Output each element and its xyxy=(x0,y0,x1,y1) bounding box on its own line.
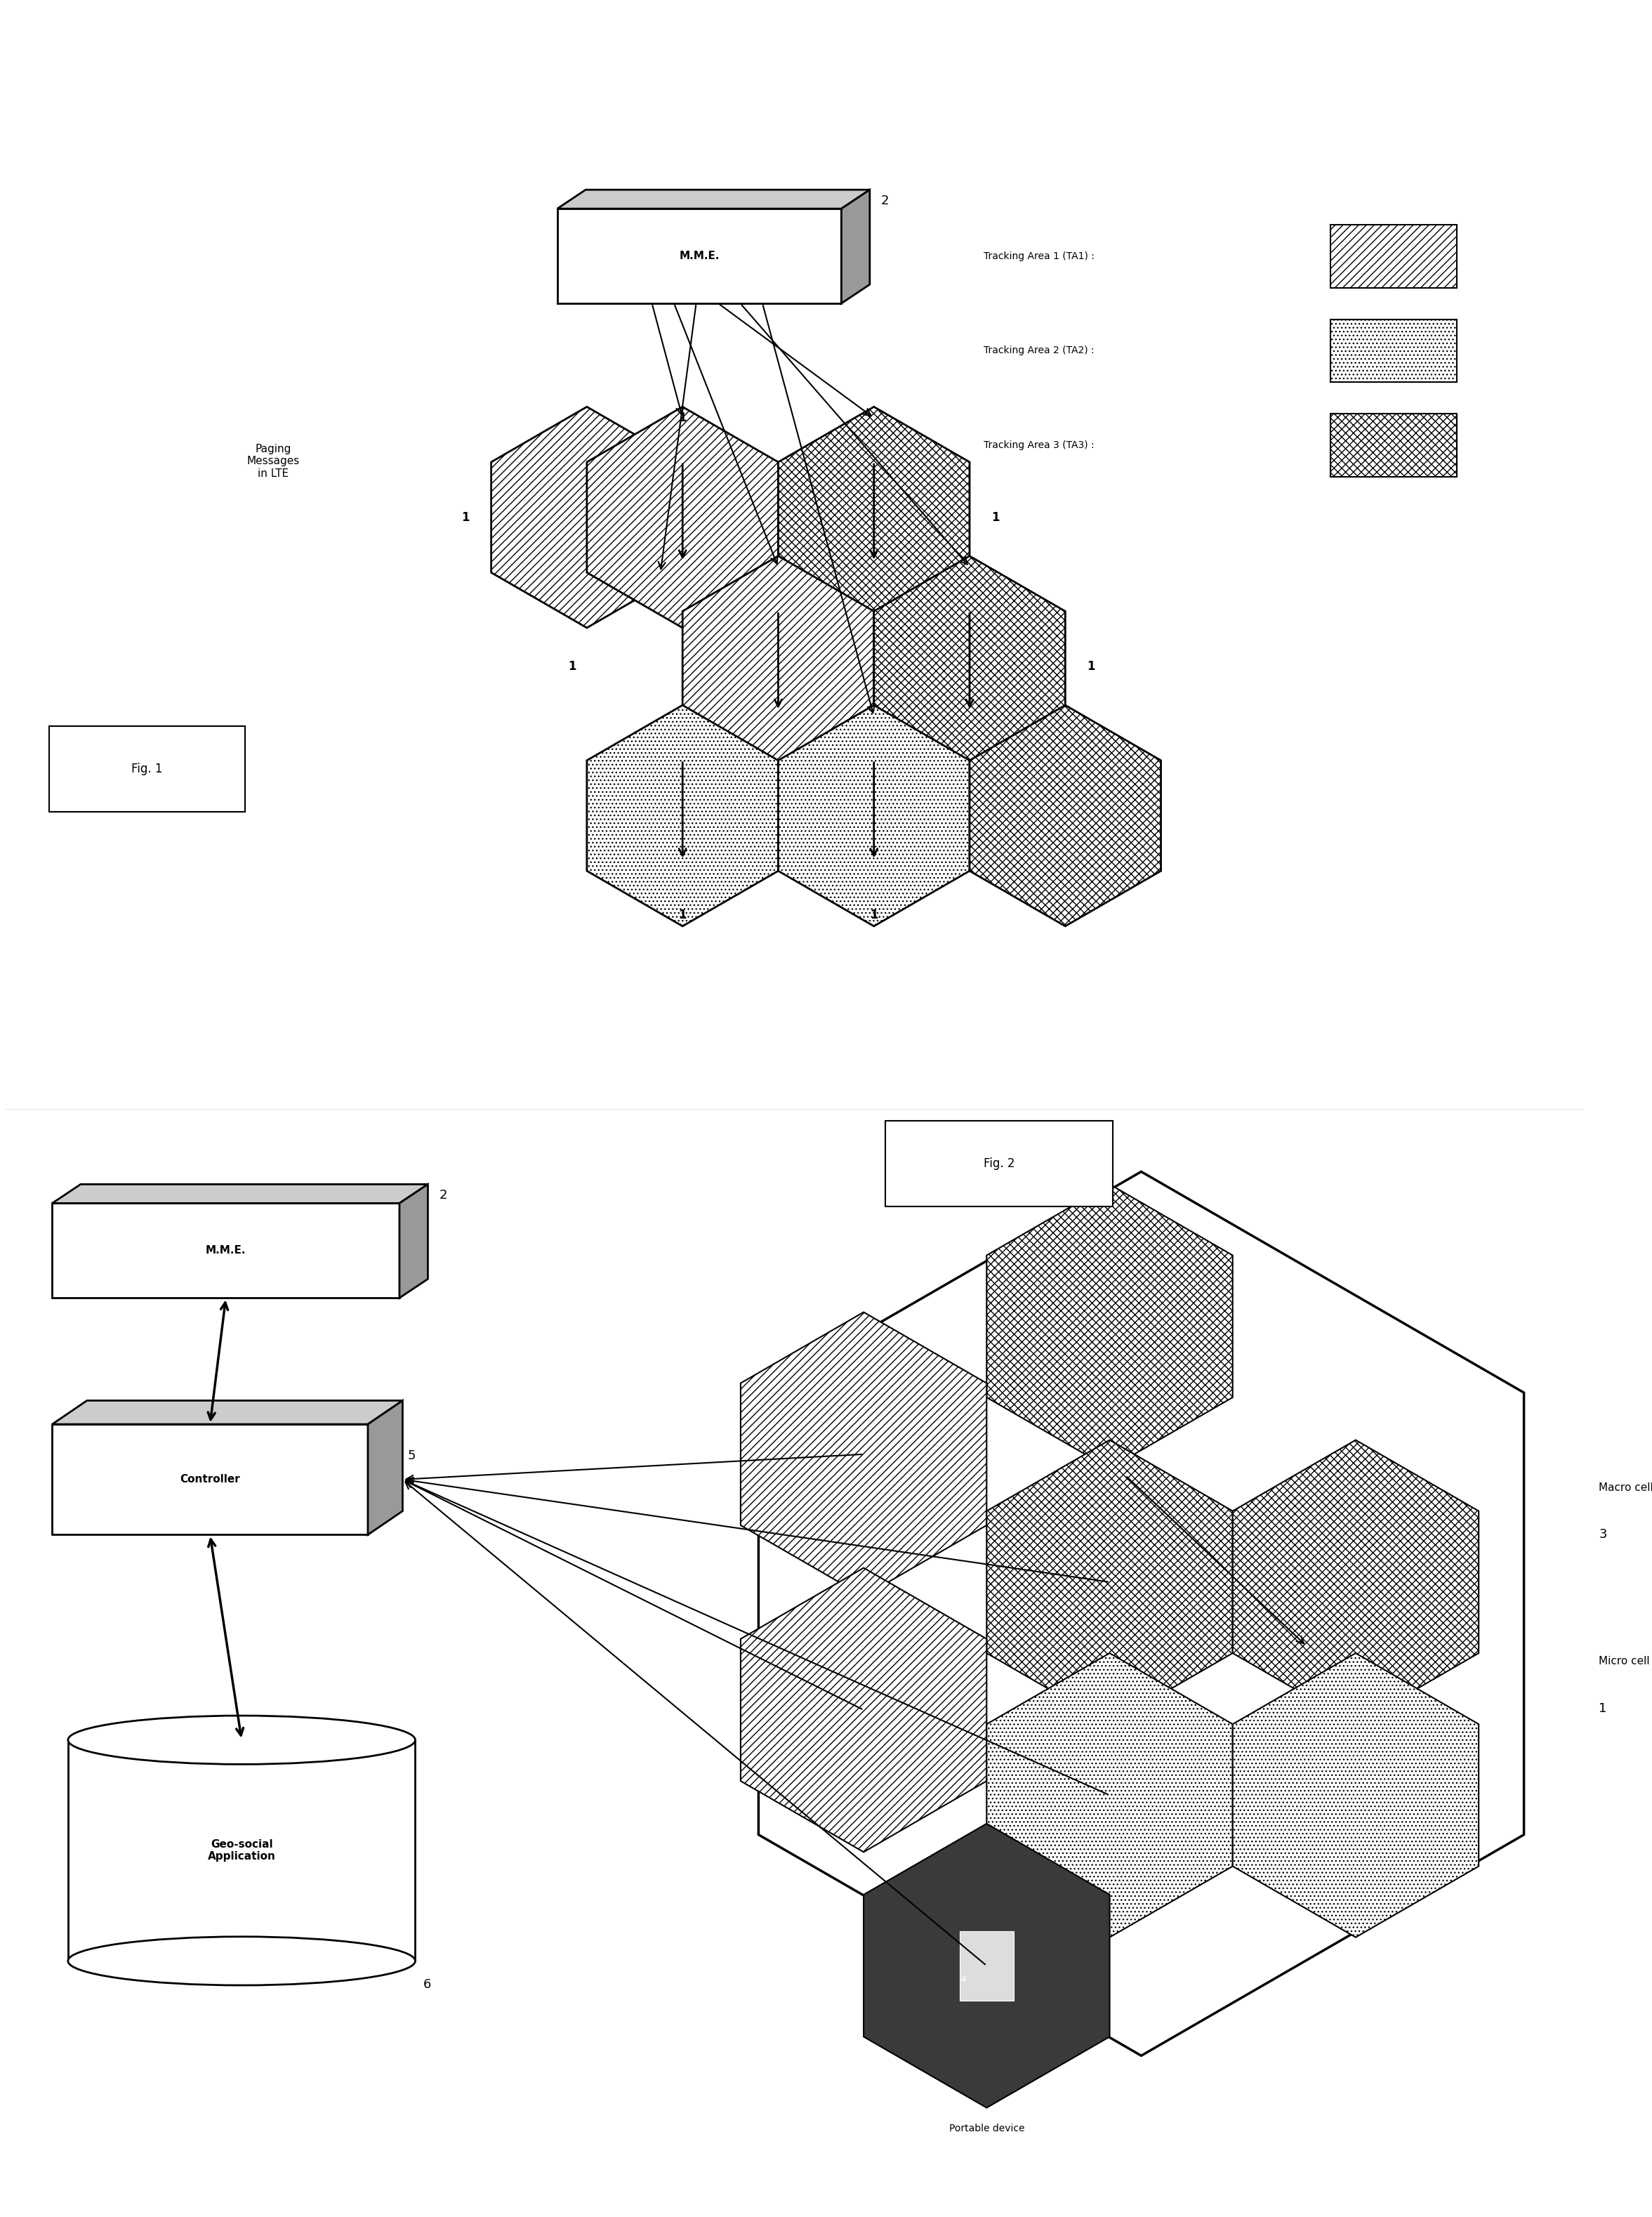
FancyBboxPatch shape xyxy=(50,727,244,811)
Polygon shape xyxy=(986,1441,1232,1725)
Ellipse shape xyxy=(68,1938,415,1984)
Polygon shape xyxy=(53,1204,400,1297)
Text: Paging
Messages
in LTE: Paging Messages in LTE xyxy=(246,443,299,479)
Ellipse shape xyxy=(68,1716,415,1765)
Text: Geo-social
Application: Geo-social Application xyxy=(208,1840,276,1862)
FancyBboxPatch shape xyxy=(1330,224,1457,288)
Text: 1: 1 xyxy=(1087,661,1095,672)
Text: Portable device: Portable device xyxy=(948,2124,1024,2133)
Polygon shape xyxy=(557,208,841,304)
Text: 1: 1 xyxy=(1599,1703,1607,1714)
Polygon shape xyxy=(53,1184,428,1204)
Text: Tracking Area 3 (TA3) :: Tracking Area 3 (TA3) : xyxy=(983,441,1094,450)
Text: Micro cell: Micro cell xyxy=(1599,1656,1650,1667)
Polygon shape xyxy=(1232,1654,1479,1938)
Text: 1: 1 xyxy=(991,510,999,523)
Polygon shape xyxy=(53,1423,368,1534)
Polygon shape xyxy=(874,556,1066,776)
Polygon shape xyxy=(557,191,869,208)
Text: 1: 1 xyxy=(679,412,687,423)
Polygon shape xyxy=(970,705,1161,927)
Text: Tracking Area 1 (TA1) :: Tracking Area 1 (TA1) : xyxy=(983,251,1094,262)
Text: 5: 5 xyxy=(408,1450,415,1463)
Text: M.M.E.: M.M.E. xyxy=(679,251,720,262)
FancyBboxPatch shape xyxy=(1330,319,1457,381)
Text: 2: 2 xyxy=(439,1188,448,1202)
Polygon shape xyxy=(682,556,874,776)
Polygon shape xyxy=(841,191,869,304)
Polygon shape xyxy=(758,1171,1523,2055)
Polygon shape xyxy=(864,1825,1110,2108)
Text: Tracking Area 2 (TA2) :: Tracking Area 2 (TA2) : xyxy=(983,346,1094,355)
Polygon shape xyxy=(586,705,778,927)
FancyBboxPatch shape xyxy=(885,1122,1113,1206)
Polygon shape xyxy=(400,1184,428,1297)
FancyBboxPatch shape xyxy=(1330,415,1457,477)
Text: 2: 2 xyxy=(881,195,889,206)
Polygon shape xyxy=(778,406,970,627)
Text: Fig. 2: Fig. 2 xyxy=(983,1157,1014,1171)
Text: 4: 4 xyxy=(960,1975,966,1984)
Bar xyxy=(68,1740,415,1962)
Polygon shape xyxy=(740,1312,986,1596)
Polygon shape xyxy=(778,705,970,927)
Text: M.M.E.: M.M.E. xyxy=(205,1246,246,1255)
Polygon shape xyxy=(986,1654,1232,1938)
Text: 6: 6 xyxy=(423,1978,431,1991)
Polygon shape xyxy=(491,406,682,627)
Text: 1: 1 xyxy=(871,909,877,922)
Text: 1: 1 xyxy=(568,661,577,672)
Polygon shape xyxy=(1232,1441,1479,1725)
Text: 1: 1 xyxy=(461,510,469,523)
Text: 3: 3 xyxy=(1599,1528,1607,1541)
Polygon shape xyxy=(586,406,778,627)
Polygon shape xyxy=(53,1401,403,1423)
Polygon shape xyxy=(740,1567,986,1851)
Text: 1: 1 xyxy=(679,909,687,922)
Text: Fig. 1: Fig. 1 xyxy=(131,763,162,776)
Text: Macro cell: Macro cell xyxy=(1599,1483,1652,1492)
FancyBboxPatch shape xyxy=(960,1931,1013,2000)
Text: Controller: Controller xyxy=(180,1474,240,1485)
Polygon shape xyxy=(986,1184,1232,1468)
Polygon shape xyxy=(368,1401,403,1534)
